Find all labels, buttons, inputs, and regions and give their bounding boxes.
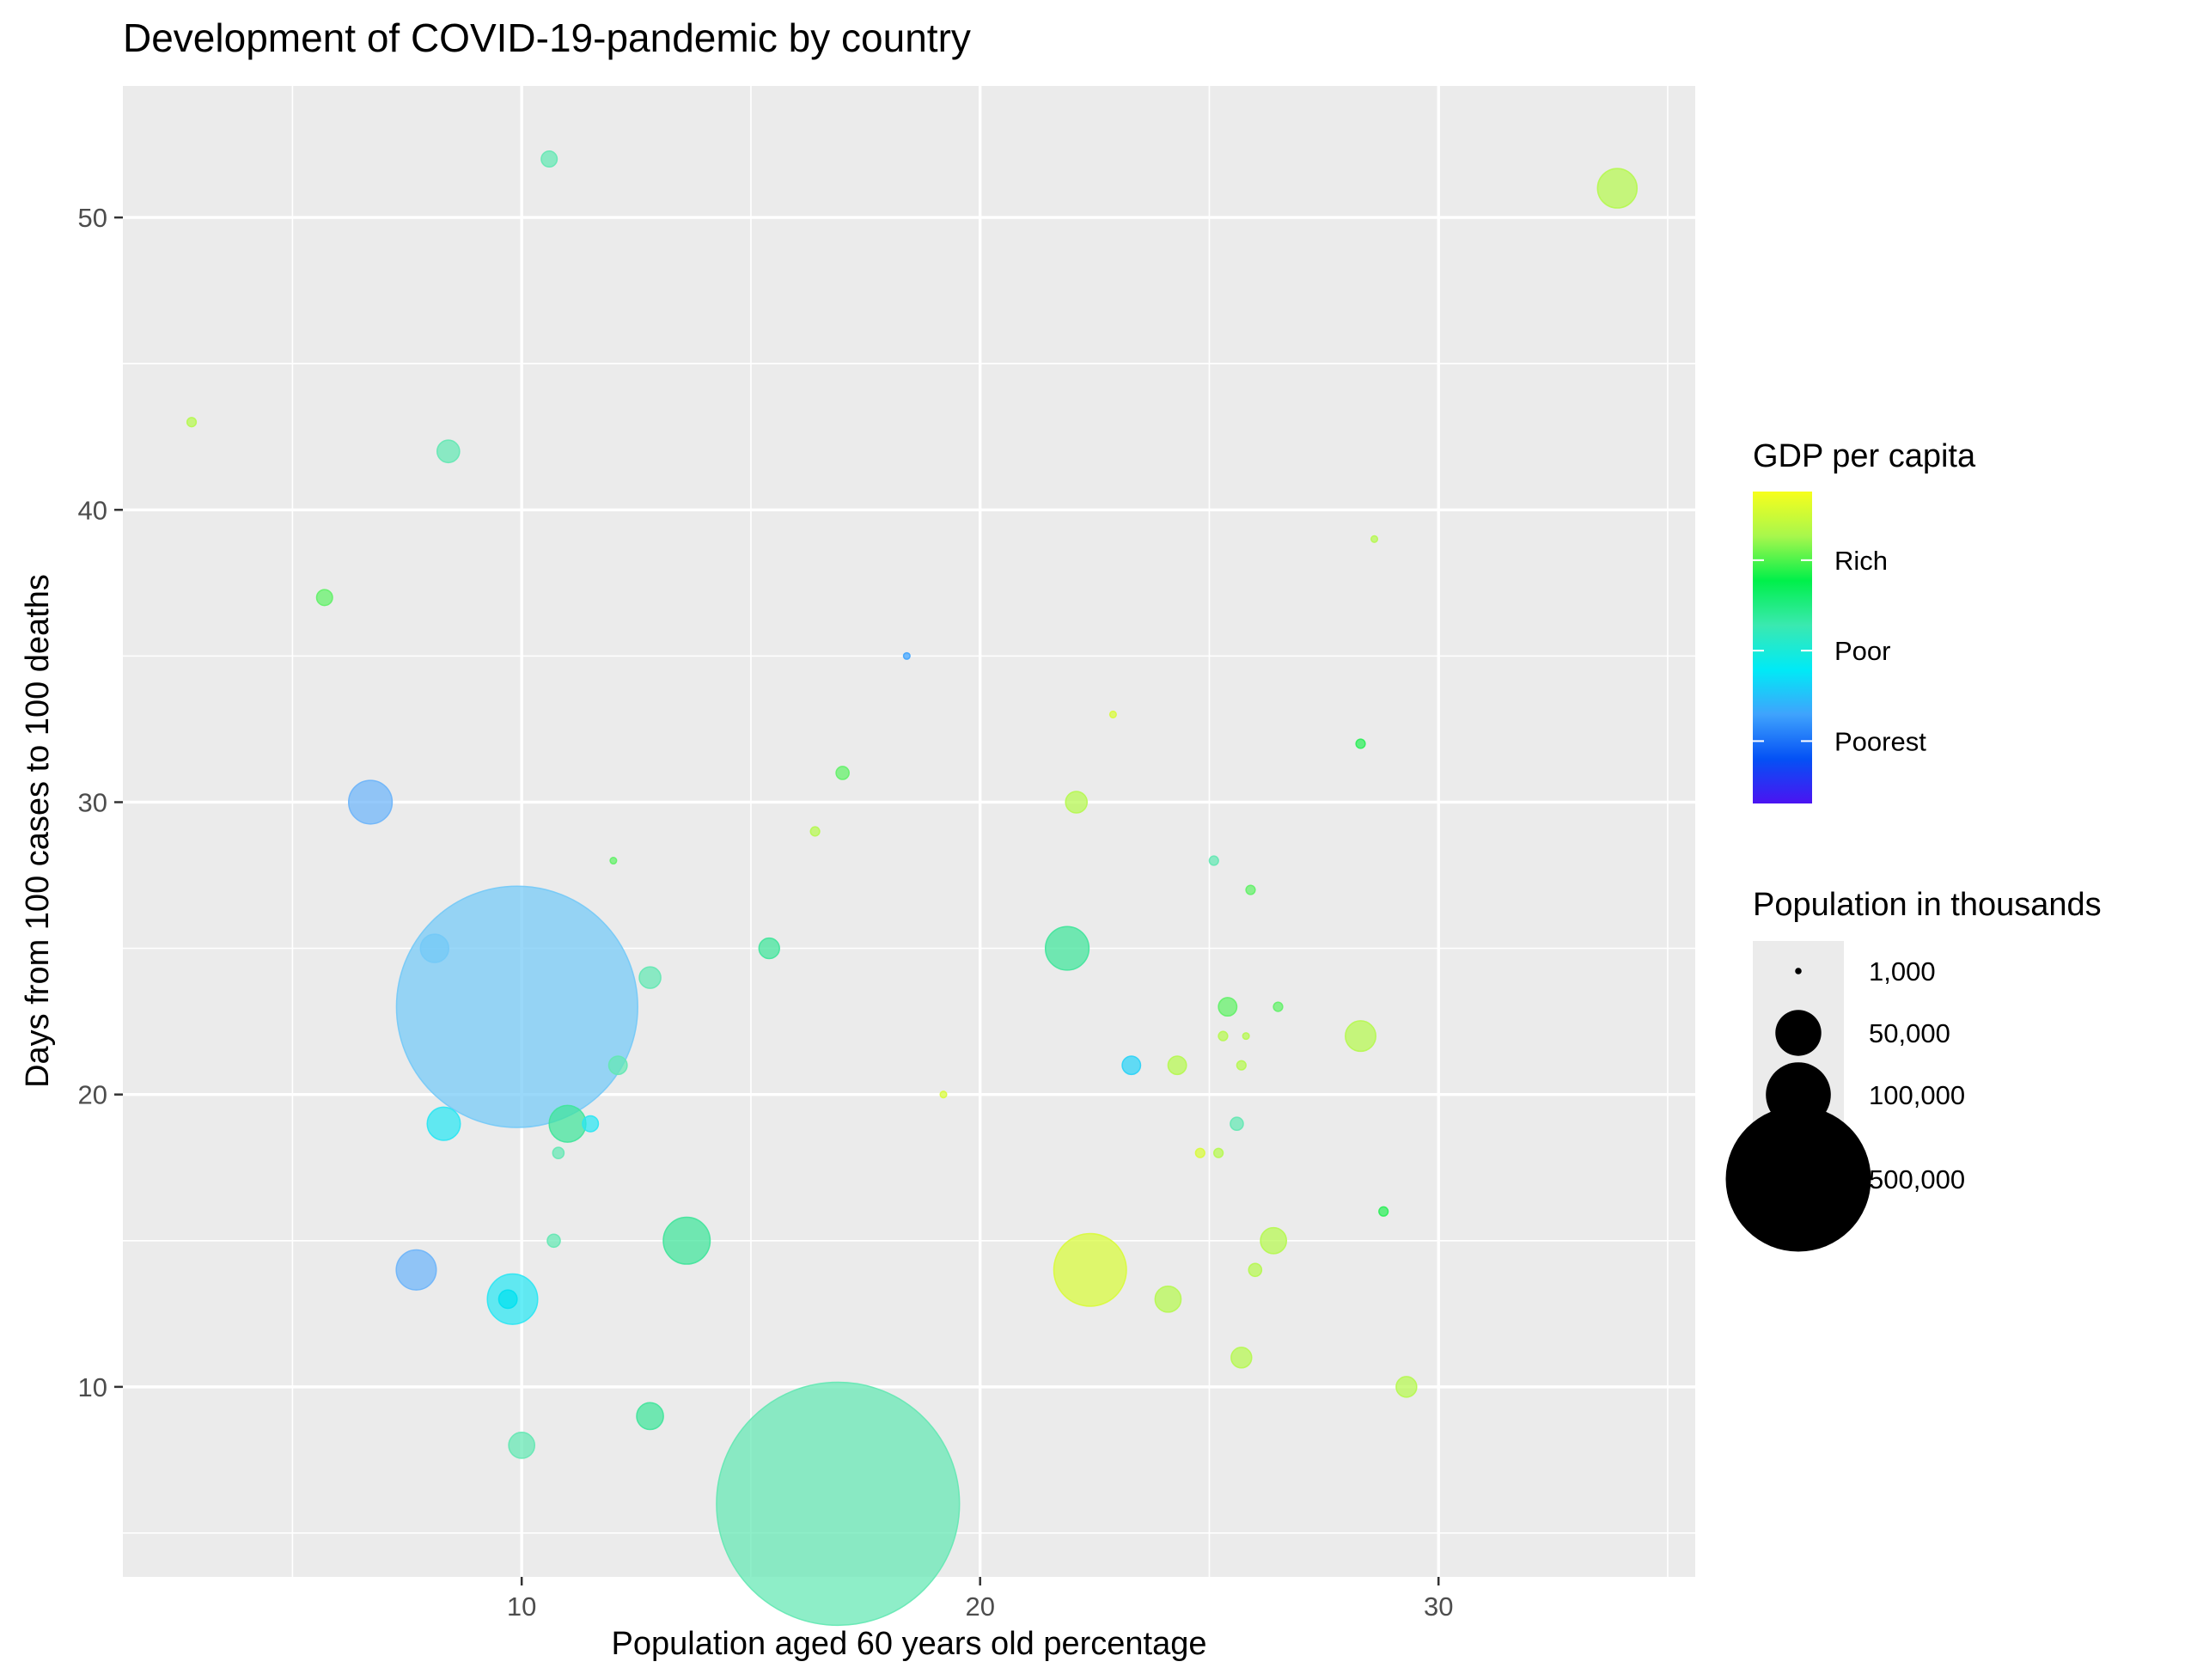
size-legend-key	[1795, 968, 1802, 974]
y-tick-label: 20	[78, 1080, 107, 1110]
data-point	[1260, 1226, 1288, 1255]
data-point	[1272, 1001, 1284, 1012]
size-legend-key	[1775, 1010, 1822, 1056]
data-point	[1121, 1055, 1142, 1076]
data-point	[546, 1233, 561, 1249]
size-legend-label: 500,000	[1869, 1164, 1965, 1194]
data-point	[1213, 1147, 1224, 1158]
data-point	[1218, 997, 1238, 1017]
data-point	[758, 937, 780, 960]
size-legend-label: 100,000	[1869, 1080, 1965, 1110]
data-point	[716, 1381, 961, 1627]
data-point	[1355, 738, 1366, 749]
color-legend: GDP per capita Rich Poor Poorest	[1753, 438, 1976, 803]
data-point	[395, 885, 638, 1128]
data-point	[395, 1249, 437, 1291]
data-point	[1245, 884, 1256, 895]
data-points	[186, 150, 1639, 1627]
data-point	[508, 1432, 536, 1459]
data-point	[662, 1216, 711, 1265]
data-point	[497, 1289, 518, 1310]
chart-title: Development of COVID-19-pandemic by coun…	[123, 15, 971, 60]
data-point	[186, 417, 198, 428]
data-point	[636, 1402, 664, 1431]
data-point	[1154, 1285, 1182, 1313]
data-point	[436, 439, 461, 464]
plot-panel	[123, 86, 1695, 1577]
y-tick-label: 30	[78, 787, 107, 817]
color-legend-title: GDP per capita	[1753, 438, 1976, 474]
data-point	[1108, 710, 1117, 718]
data-point	[1378, 1206, 1389, 1217]
data-point	[315, 589, 333, 607]
data-point	[1345, 1020, 1376, 1053]
data-point	[1395, 1376, 1418, 1398]
data-point	[609, 856, 618, 865]
data-point	[1230, 1116, 1244, 1132]
size-legend: Population in thousands 1,000 50,000 100,0…	[1725, 887, 2102, 1252]
data-point	[1194, 1147, 1205, 1158]
data-point	[1248, 1262, 1263, 1278]
data-point	[809, 826, 821, 837]
data-point	[607, 1055, 628, 1076]
y-axis: 10 20 30 40 50	[78, 203, 123, 1402]
major-grid	[123, 86, 1695, 1577]
size-legend-label: 1,000	[1869, 956, 1936, 987]
data-point	[1230, 1347, 1253, 1369]
data-point	[1596, 168, 1639, 209]
color-legend-label: Rich	[1834, 546, 1888, 576]
y-tick-label: 10	[78, 1372, 107, 1402]
x-tick-label: 20	[965, 1591, 994, 1622]
x-tick-label: 30	[1424, 1591, 1453, 1622]
data-point	[939, 1090, 948, 1099]
data-point	[638, 966, 662, 989]
x-axis: 10 20 30	[507, 1577, 1453, 1622]
data-point	[582, 1115, 600, 1133]
data-point	[552, 1146, 565, 1160]
data-point	[1236, 1060, 1247, 1071]
data-point	[1242, 1032, 1250, 1041]
y-axis-label: Days from 100 cases to 100 deaths	[20, 574, 56, 1088]
color-legend-label: Poor	[1834, 636, 1890, 666]
size-legend-title: Population in thousands	[1753, 887, 2102, 923]
data-point	[835, 766, 850, 780]
color-legend-label: Poorest	[1834, 726, 1926, 756]
data-point	[419, 933, 450, 963]
color-legend-bar	[1753, 492, 1812, 803]
data-point	[1208, 855, 1219, 866]
data-point	[1370, 535, 1379, 543]
x-axis-label: Population aged 60 years old percentage	[612, 1626, 1207, 1662]
data-point	[540, 150, 558, 168]
y-tick-label: 40	[78, 495, 107, 525]
data-point	[1065, 791, 1089, 814]
data-point	[426, 1106, 461, 1141]
data-point	[1167, 1055, 1187, 1076]
data-point	[548, 1104, 587, 1143]
y-tick-label: 50	[78, 203, 107, 233]
data-point	[1044, 926, 1090, 971]
data-point	[902, 651, 911, 660]
x-tick-label: 10	[507, 1591, 536, 1622]
data-point	[348, 779, 394, 825]
size-legend-label: 50,000	[1869, 1018, 1950, 1048]
data-point	[1053, 1232, 1127, 1307]
data-point	[1218, 1030, 1229, 1042]
size-legend-key	[1725, 1106, 1871, 1252]
